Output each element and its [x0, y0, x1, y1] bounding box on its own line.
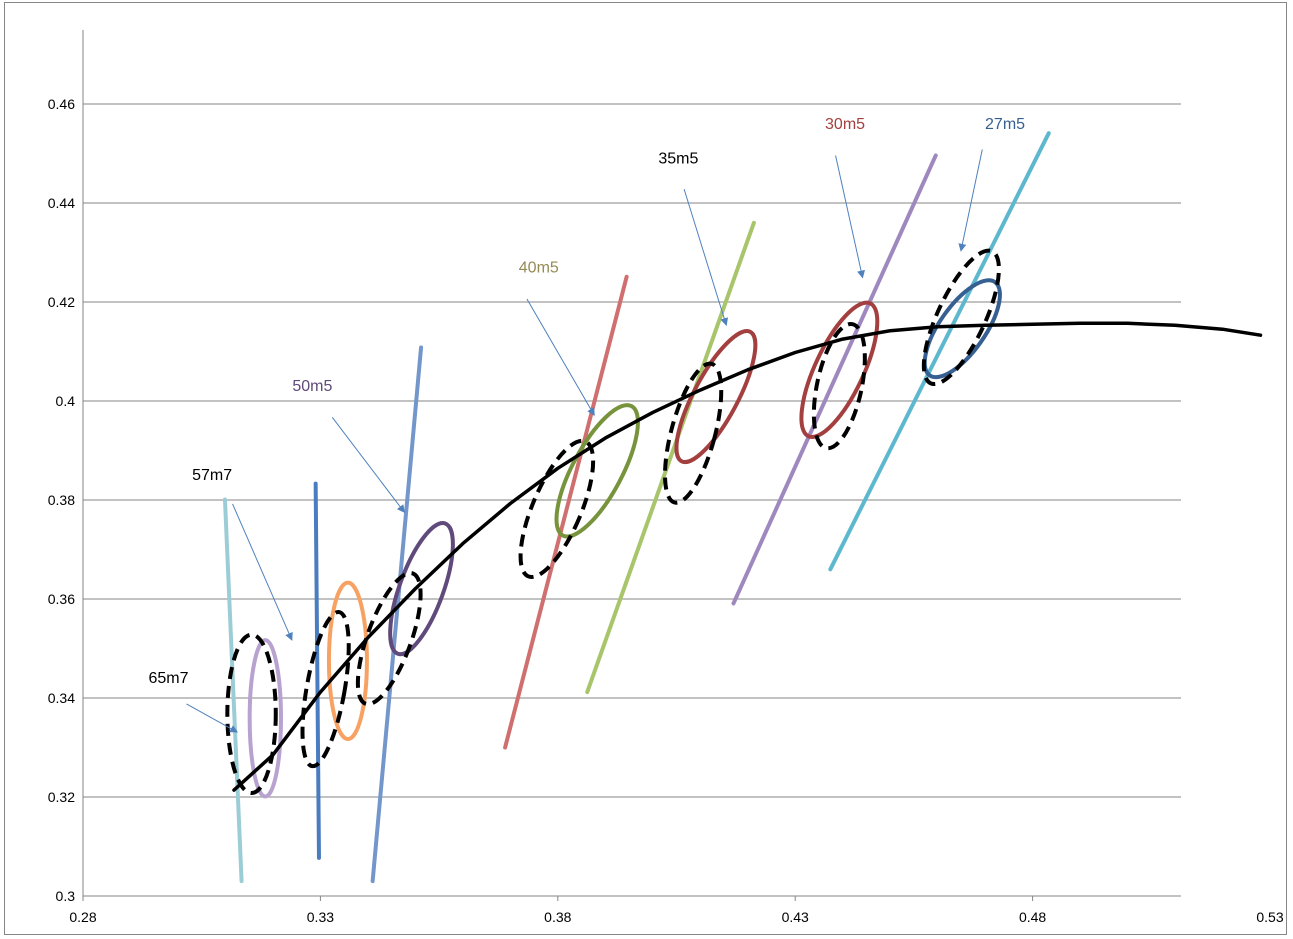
trend-line [731, 153, 938, 606]
confidence-ellipse-dashed [225, 632, 278, 796]
confidence-ellipse-dashed [518, 438, 596, 580]
confidence-ellipse [388, 521, 455, 657]
fit-curve [232, 321, 1263, 792]
confidence-ellipse [326, 580, 369, 742]
annotation-arrow [683, 188, 729, 327]
trend-line [370, 345, 424, 884]
confidence-ellipse-dashed [355, 571, 423, 707]
trend-line [828, 131, 1051, 572]
confidence-ellipse [922, 278, 1002, 380]
x-tick-label: 0.38 [544, 909, 571, 925]
trend-line [222, 497, 244, 884]
annotation-label: 35m5 [658, 150, 698, 167]
annotation-label: 50m5 [292, 378, 332, 395]
annotation-layer: 65m7 57m7 50m5 40m5 35m5 30m5 27m5 [148, 116, 1025, 733]
chart-frame [4, 2, 1287, 935]
confidence-ellipse-dashed [663, 361, 724, 505]
annotation-label: 65m7 [148, 670, 188, 687]
x-tick-label: 0.48 [1019, 909, 1046, 925]
x-tick-label: 0.28 [69, 909, 96, 925]
annotation-arrow [835, 155, 865, 279]
y-tick-label: 0.4 [56, 393, 76, 409]
annotation-arrow [526, 298, 595, 417]
y-tick-label: 0.44 [48, 195, 75, 211]
y-tick-label: 0.42 [48, 294, 75, 310]
x-tick-label: 0.53 [1256, 909, 1283, 925]
y-tick-label: 0.38 [48, 492, 75, 508]
annotation-arrow [958, 149, 983, 252]
annotation-label: 30m5 [825, 116, 865, 133]
y-tick-label: 0.36 [48, 591, 75, 607]
trend-line [585, 220, 756, 695]
confidence-ellipse [554, 403, 640, 539]
annotation-label: 57m7 [192, 467, 232, 484]
annotation-arrow [232, 503, 293, 641]
confidence-ellipse-dashed [921, 248, 1001, 387]
series-layer [222, 131, 1263, 884]
x-tick-label: 0.43 [782, 909, 809, 925]
annotation-label: 27m5 [985, 116, 1025, 133]
confidence-ellipse-dashed [811, 322, 867, 451]
y-tick-label: 0.32 [48, 789, 75, 805]
confidence-ellipse-dashed [300, 609, 351, 769]
annotation-arrow [331, 417, 405, 514]
annotation-label: 40m5 [519, 259, 559, 276]
trend-line [313, 481, 321, 860]
trend-line [503, 274, 629, 750]
annotation-arrow [186, 703, 239, 733]
confidence-ellipse [674, 329, 758, 465]
y-tick-label: 0.46 [48, 96, 75, 112]
x-tick-label: 0.33 [307, 909, 334, 925]
y-tick-label: 0.3 [56, 888, 76, 904]
axis-layer: 0.3 0.32 0.34 0.36 0.38 0.4 0.42 0.44 0.46 0.28 0.… [48, 30, 1284, 925]
y-tick-label: 0.34 [48, 690, 75, 706]
confidence-ellipse [247, 638, 283, 799]
